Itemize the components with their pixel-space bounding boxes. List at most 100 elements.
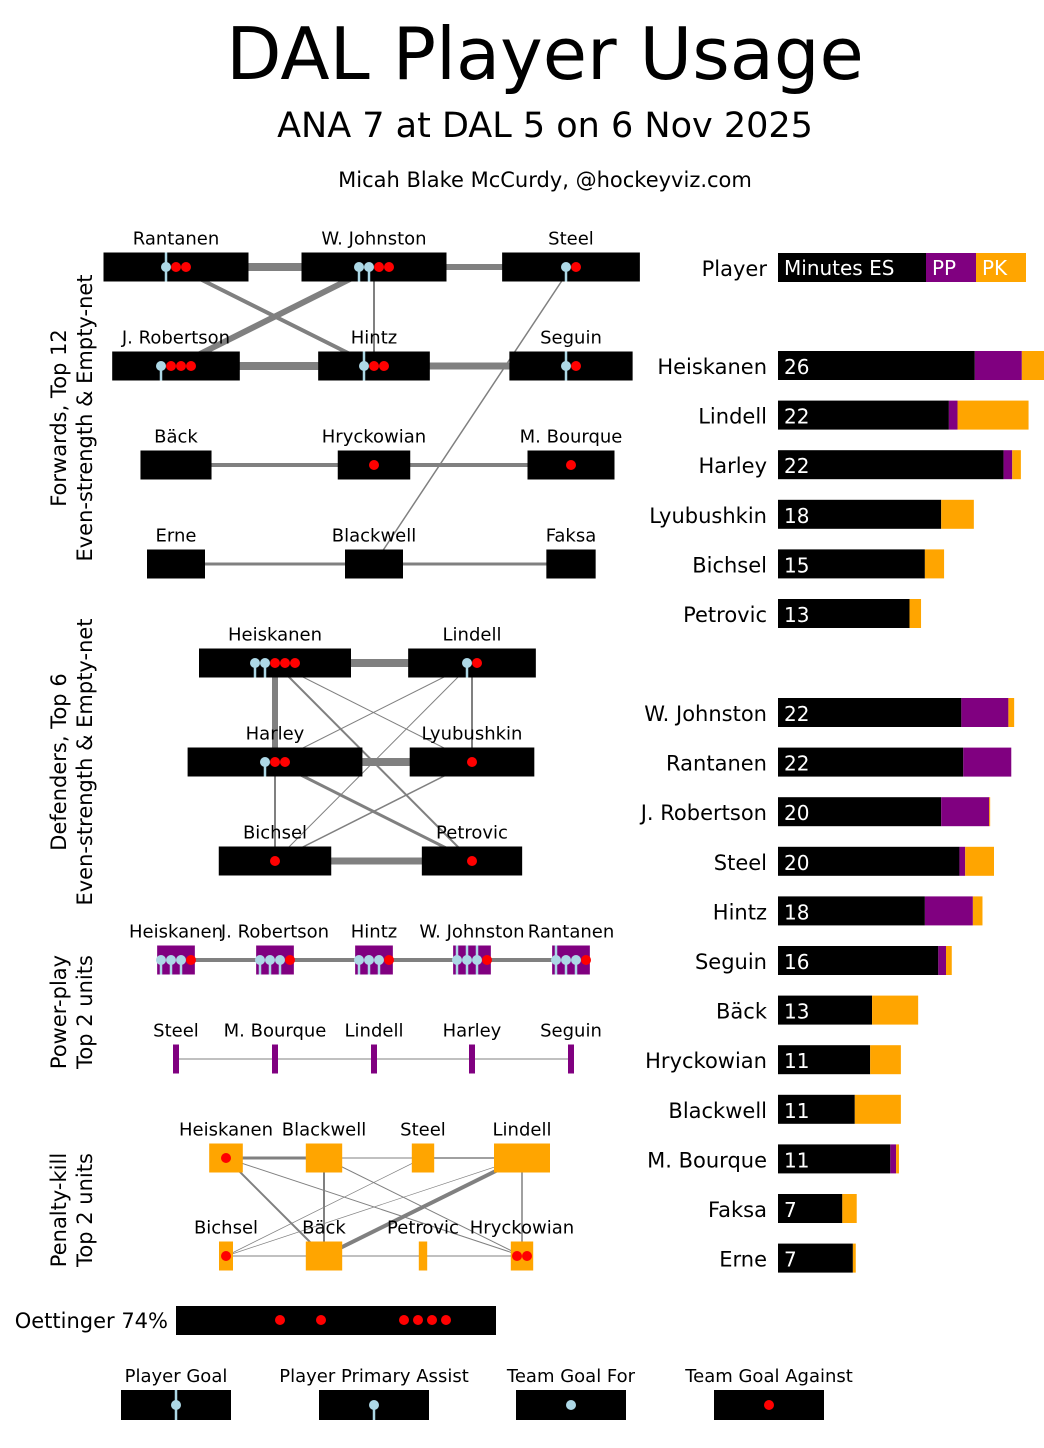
link-line — [225, 1157, 523, 1257]
page-title: DAL Player Usage — [226, 12, 864, 96]
assist-dot — [561, 262, 571, 272]
against-dot — [166, 361, 176, 371]
link-line — [225, 1157, 424, 1257]
player-name: J. Robertson — [220, 922, 329, 943]
bar-value-label: 16 — [784, 950, 809, 974]
player-box — [371, 1044, 377, 1074]
bar-segment — [1012, 450, 1021, 480]
bar-segment — [938, 946, 946, 975]
bar-player-label: Steel — [714, 851, 767, 875]
bar-segment — [941, 499, 974, 529]
against-dot — [275, 1315, 285, 1325]
player-name: M. Bourque — [520, 427, 623, 448]
player-name: Heiskanen — [179, 1120, 273, 1141]
legend-swatch — [976, 253, 1026, 282]
bar-segment — [965, 846, 994, 876]
player-box — [173, 1044, 179, 1074]
bar-value-label: 11 — [784, 1099, 809, 1123]
bar-segment — [778, 450, 1004, 480]
assist-dot — [255, 955, 265, 965]
against-dot — [270, 757, 280, 767]
bar-segment — [896, 1144, 899, 1174]
player-box — [418, 1241, 428, 1271]
link-line — [373, 266, 572, 565]
bar-segment — [961, 698, 1009, 727]
assist-dot — [260, 658, 270, 668]
bar-segment — [909, 599, 922, 628]
bar-segment — [778, 599, 910, 628]
bar-segment — [957, 400, 1029, 430]
bar-segment — [948, 400, 958, 430]
section-label: Top 2 units — [73, 955, 97, 1070]
against-dot — [280, 658, 290, 668]
player-name: W. Johnston — [321, 229, 426, 250]
bar-value-label: 13 — [784, 603, 809, 627]
bar-player-label: Lyubushkin — [649, 504, 767, 528]
bar-player-label: Bäck — [716, 1000, 768, 1024]
player-box — [411, 1143, 435, 1173]
link-line — [274, 662, 473, 763]
bar-segment — [778, 499, 942, 529]
bar-player-label: W. Johnston — [644, 702, 767, 726]
assist-dot — [571, 955, 581, 965]
against-dot — [171, 262, 181, 272]
against-dot — [221, 1153, 231, 1163]
assist-dot — [156, 955, 166, 965]
assist-dot — [275, 955, 285, 965]
legend-item-label: Team Goal For — [506, 1366, 636, 1387]
against-dot — [369, 361, 379, 371]
player-name: Faksa — [546, 526, 597, 547]
player-name: M. Bourque — [224, 1021, 327, 1042]
legend-swatch — [926, 253, 976, 282]
player-name: Hintz — [351, 922, 397, 943]
goal-dot — [561, 361, 571, 371]
bar-player-label: Harley — [699, 454, 767, 478]
bar-segment — [1008, 698, 1015, 727]
bar-value-label: 18 — [784, 504, 809, 528]
page-subtitle: ANA 7 at DAL 5 on 6 Nov 2025 — [277, 106, 813, 146]
player-name: Seguin — [540, 328, 602, 349]
player-name: Bäck — [302, 1218, 346, 1239]
against-dot — [221, 1251, 231, 1261]
section-label: Even-strength & Empty-net — [73, 618, 97, 905]
against-dot — [270, 658, 280, 668]
against-dot — [181, 262, 191, 272]
bar-value-label: 11 — [784, 1148, 809, 1172]
bar-value-label: 11 — [784, 1049, 809, 1073]
bar-segment — [778, 400, 949, 430]
bar-segment — [778, 1243, 853, 1273]
section-label: Power-play — [47, 955, 71, 1069]
goal-dot — [551, 955, 561, 965]
player-name: Bichsel — [194, 1218, 258, 1239]
bar-segment — [778, 747, 964, 777]
legend-label: PP — [932, 256, 956, 280]
bar-segment — [842, 1194, 857, 1223]
against-dot — [467, 757, 477, 767]
against-dot — [764, 1400, 774, 1410]
legend-item-label: Player Primary Assist — [279, 1366, 469, 1387]
against-dot — [571, 361, 581, 371]
against-dot — [316, 1315, 326, 1325]
player-name: Heiskanen — [228, 625, 322, 646]
goal-dot — [171, 1400, 181, 1410]
player-name: Bichsel — [243, 823, 307, 844]
bar-value-label: 7 — [784, 1198, 797, 1222]
bar-segment — [1003, 450, 1013, 480]
player-name: Lyubushkin — [422, 724, 523, 745]
player-box — [305, 1241, 343, 1271]
legend-label: Minutes ES — [784, 256, 894, 280]
legend-header: Player — [702, 257, 768, 281]
against-dot — [467, 856, 477, 866]
bar-player-label: Erne — [719, 1248, 767, 1272]
player-name: Steel — [548, 229, 594, 250]
assist-dot — [265, 955, 275, 965]
against-dot — [384, 262, 394, 272]
bar-segment — [941, 797, 990, 827]
against-dot — [379, 361, 389, 371]
bar-value-label: 20 — [784, 801, 809, 825]
legend-label: PK — [982, 256, 1008, 280]
bar-segment — [972, 896, 983, 926]
legend-swatch — [778, 253, 926, 282]
against-dot — [512, 1251, 522, 1261]
bar-segment — [778, 351, 975, 380]
